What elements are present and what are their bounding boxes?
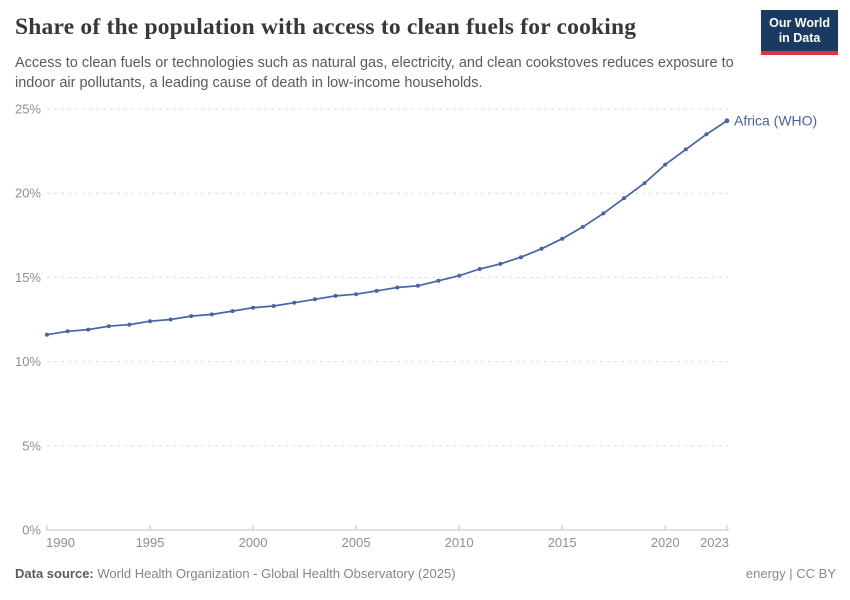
data-source-text: World Health Organization - Global Healt… bbox=[97, 566, 456, 581]
x-tick-label: 1990 bbox=[46, 535, 75, 550]
data-point[interactable] bbox=[106, 324, 111, 329]
data-point[interactable] bbox=[45, 332, 49, 337]
data-point[interactable] bbox=[374, 288, 379, 293]
data-point[interactable] bbox=[209, 312, 214, 317]
x-tick-label: 2005 bbox=[342, 535, 371, 550]
data-point[interactable] bbox=[189, 314, 194, 319]
chart-subtitle: Access to clean fuels or technologies su… bbox=[15, 55, 734, 92]
x-tick-label: 2023 bbox=[700, 535, 729, 550]
data-point[interactable] bbox=[312, 297, 317, 302]
data-point[interactable] bbox=[415, 283, 420, 288]
license-link[interactable]: energy | CC BY bbox=[745, 566, 836, 581]
data-point[interactable] bbox=[539, 246, 544, 251]
series-line[interactable] bbox=[46, 119, 728, 336]
data-point[interactable] bbox=[601, 211, 606, 216]
data-point[interactable] bbox=[148, 319, 152, 324]
data-point[interactable] bbox=[622, 196, 626, 201]
data-point[interactable] bbox=[683, 147, 688, 152]
data-point[interactable] bbox=[168, 317, 173, 322]
data-point[interactable] bbox=[642, 181, 647, 186]
data-point[interactable] bbox=[663, 162, 668, 167]
y-tick-label: 15% bbox=[15, 270, 41, 285]
data-point[interactable] bbox=[65, 329, 70, 334]
data-point[interactable] bbox=[498, 261, 503, 266]
data-point[interactable] bbox=[395, 285, 400, 290]
data-point[interactable] bbox=[436, 278, 441, 283]
data-point[interactable] bbox=[560, 236, 565, 241]
data-point[interactable] bbox=[292, 300, 297, 305]
data-source-label: Data source: bbox=[15, 566, 94, 581]
owid-logo-line2: in Data bbox=[778, 31, 821, 45]
data-point[interactable] bbox=[477, 267, 482, 271]
y-tick-label: 10% bbox=[15, 354, 41, 369]
x-tick-label: 2015 bbox=[548, 535, 577, 550]
x-tick-label: 2000 bbox=[239, 535, 268, 550]
x-tick-label: 2010 bbox=[445, 535, 474, 550]
data-point[interactable] bbox=[518, 255, 523, 260]
x-tick-label: 2020 bbox=[651, 535, 680, 550]
data-point[interactable] bbox=[333, 293, 338, 298]
page-title: Share of the population with access to c… bbox=[15, 14, 637, 40]
data-point[interactable] bbox=[580, 224, 585, 229]
y-tick-label: 25% bbox=[15, 102, 41, 117]
data-point[interactable] bbox=[354, 292, 359, 297]
data-point[interactable] bbox=[86, 327, 91, 332]
owid-logo[interactable]: Our World in Data bbox=[761, 10, 838, 55]
x-tick-label: 1995 bbox=[136, 535, 165, 550]
data-point[interactable] bbox=[251, 305, 256, 310]
y-tick-label: 0% bbox=[22, 523, 41, 538]
data-source: Data source: World Health Organization -… bbox=[15, 566, 456, 581]
data-point[interactable] bbox=[271, 304, 276, 308]
y-tick-label: 20% bbox=[15, 186, 41, 201]
data-point[interactable] bbox=[724, 118, 730, 124]
data-point[interactable] bbox=[704, 132, 709, 137]
series-end-label[interactable]: Africa (WHO) bbox=[734, 112, 817, 128]
data-point[interactable] bbox=[457, 273, 462, 278]
y-tick-label: 5% bbox=[22, 438, 41, 453]
chart-footer: Data source: World Health Organization -… bbox=[15, 566, 836, 581]
line-chart-canvas[interactable]: 0% 5% 10% 15% 20% 25% 1990 1995 2000 2005 2010 2015… bbox=[0, 95, 850, 560]
data-point[interactable] bbox=[230, 309, 235, 314]
owid-logo-line1: Our World bbox=[769, 16, 830, 30]
data-point[interactable] bbox=[127, 322, 132, 327]
